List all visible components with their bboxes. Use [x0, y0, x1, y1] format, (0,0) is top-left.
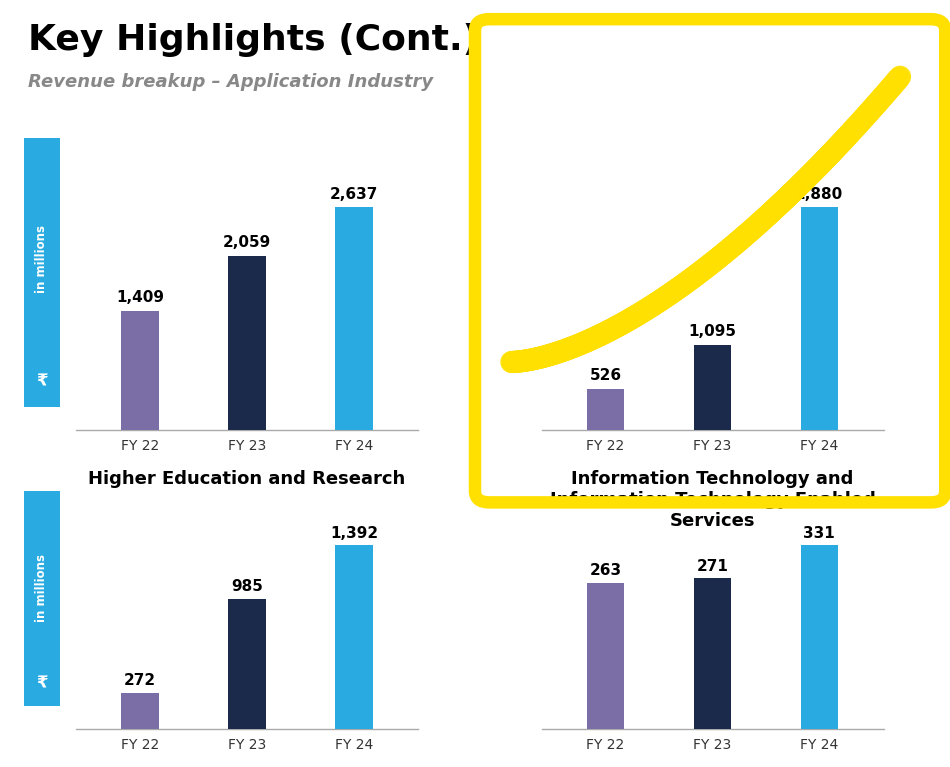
X-axis label: Information Technology and
Information Technology Enabled
Services: Information Technology and Information T…	[549, 470, 876, 529]
Bar	[587, 583, 624, 729]
Bar	[801, 545, 838, 729]
Bar	[335, 207, 372, 430]
Text: ₹: ₹	[36, 373, 48, 390]
Bar	[587, 389, 624, 430]
Bar	[801, 207, 838, 430]
X-axis label: Higher Education and Research: Higher Education and Research	[88, 470, 406, 488]
Bar	[228, 256, 266, 430]
Text: 1,392: 1,392	[330, 525, 378, 541]
Bar	[694, 578, 732, 729]
Text: 2,059: 2,059	[223, 235, 271, 250]
Text: in millions: in millions	[35, 225, 48, 293]
Text: 272: 272	[124, 673, 156, 688]
Text: 271: 271	[696, 559, 729, 574]
Text: in millions: in millions	[35, 554, 48, 621]
Text: 263: 263	[590, 563, 621, 578]
Bar	[694, 345, 732, 430]
Text: Revenue breakup – Application Industry: Revenue breakup – Application Industry	[28, 73, 433, 91]
Bar	[228, 599, 266, 729]
Text: 526: 526	[590, 368, 621, 384]
Text: 1,095: 1,095	[689, 324, 736, 340]
Bar	[122, 311, 159, 430]
Bar	[122, 693, 159, 729]
Text: 331: 331	[804, 525, 835, 541]
Text: 2,880: 2,880	[795, 186, 844, 202]
Text: Key Highlights (Cont.): Key Highlights (Cont.)	[28, 23, 480, 57]
Text: ₹: ₹	[36, 675, 48, 693]
Text: 2,637: 2,637	[330, 186, 378, 202]
Bar	[335, 545, 372, 729]
Text: 1,409: 1,409	[116, 290, 164, 305]
Text: 985: 985	[231, 579, 263, 594]
